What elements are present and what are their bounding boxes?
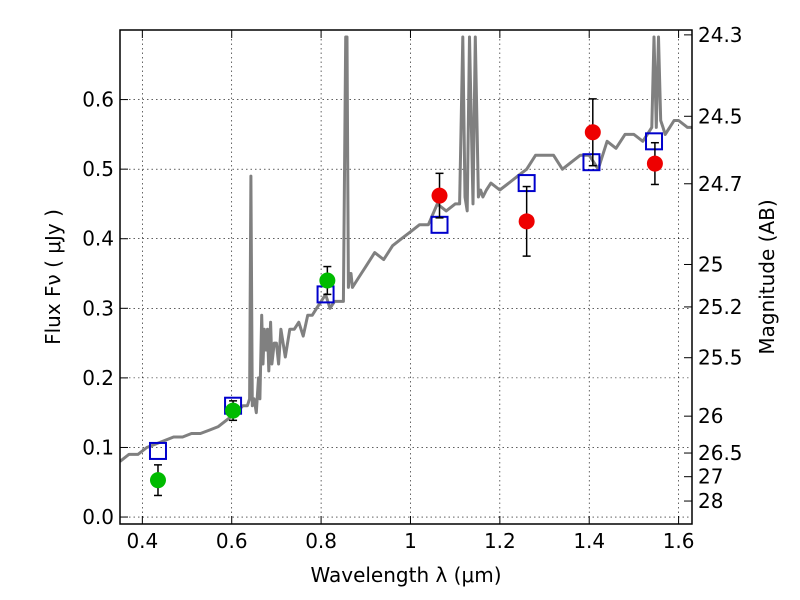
right-tick-label: 28 <box>698 489 723 513</box>
x-tick-label: 0.6 <box>216 529 248 553</box>
model-photometry-square <box>148 441 167 460</box>
nir-observation-point <box>584 124 601 141</box>
y-axis-title: Flux Fν ( μJy ) <box>41 209 65 345</box>
y-tick-label: 0.1 <box>82 435 114 459</box>
right-tick-label: 27 <box>698 465 723 489</box>
x-tick-label: 1.2 <box>484 529 516 553</box>
nir-observation-point <box>431 187 448 204</box>
optical-observation-point <box>319 272 336 289</box>
y-tick-label: 0.4 <box>82 227 114 251</box>
right-tick-label: 25.2 <box>698 295 743 319</box>
nir-observation-point <box>518 213 535 230</box>
nir-observation-point <box>646 155 663 172</box>
right-tick-label: 25.5 <box>698 346 743 370</box>
x-axis-title: Wavelength λ (μm) <box>310 563 501 587</box>
model-photometry-square <box>430 215 449 234</box>
plot-frame <box>119 29 693 525</box>
grid <box>120 30 692 524</box>
spectrum-line <box>120 35 692 463</box>
model-photometry-square <box>645 132 664 151</box>
right-tick-label: 25 <box>698 252 723 276</box>
right-tick-label: 24.7 <box>698 172 743 196</box>
right-tick-label: 26.5 <box>698 441 743 465</box>
model-photometry-square <box>582 153 601 172</box>
ticks: 0.4 0.6 0.8 1 1.2 1.4 1.6 0.0 0.1 0.2 0.3 0.4 0.5 0.6… <box>82 23 742 553</box>
y-tick-label: 0.6 <box>82 88 114 112</box>
y-tick-label: 0.5 <box>82 157 114 181</box>
x-tick-label: 1.4 <box>573 529 605 553</box>
right-tick-label: 24.3 <box>698 23 743 47</box>
plot-area <box>120 35 692 497</box>
y-tick-label: 0.2 <box>82 366 114 390</box>
y-tick-label: 0.3 <box>82 296 114 320</box>
right-tick-label: 26 <box>698 404 723 428</box>
x-tick-label: 0.4 <box>126 529 158 553</box>
x-tick-label: 0.8 <box>305 529 337 553</box>
optical-observation-point <box>225 402 242 419</box>
right-tick-label: 24.5 <box>698 104 743 128</box>
x-tick-label: 1 <box>404 529 417 553</box>
optical-observation-point <box>149 472 166 489</box>
y-tick-label: 0.0 <box>82 505 114 529</box>
x-tick-label: 1.6 <box>663 529 695 553</box>
right-axis-title: Magnitude (AB) <box>755 199 779 354</box>
